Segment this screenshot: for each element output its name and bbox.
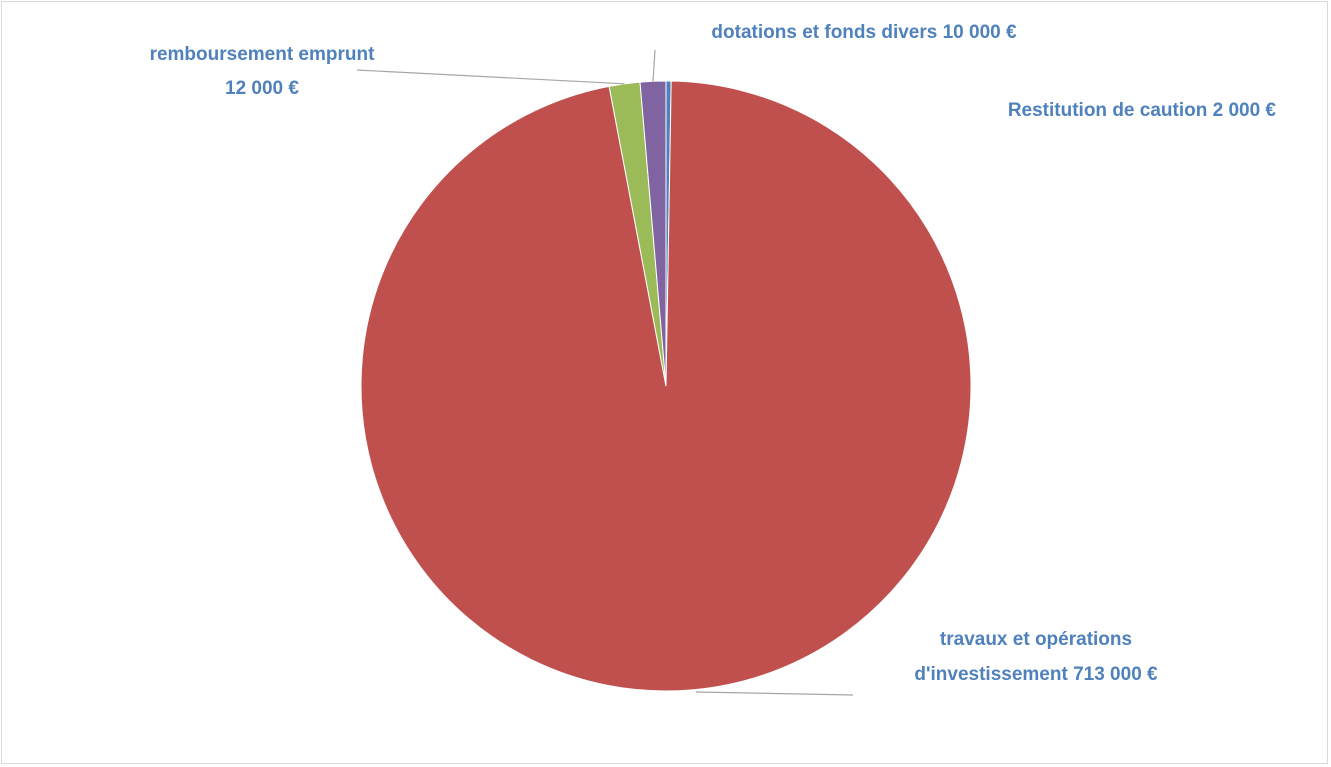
leader-line-remboursement <box>356 69 625 85</box>
label-travaux-line2: d'investissement 713 000 € <box>914 664 1158 685</box>
leader-line-travaux <box>695 691 854 696</box>
label-travaux-line1: travaux et opérations <box>940 629 1132 650</box>
leader-line-dotations <box>652 49 656 82</box>
leader-lines <box>356 49 854 696</box>
label-dotations: dotations et fonds divers 10 000 € <box>711 22 1017 43</box>
label-remboursement-line2: 12 000 € <box>225 78 299 99</box>
pie-slices <box>360 80 972 692</box>
label-remboursement-line1: remboursement emprunt <box>150 44 376 65</box>
label-restitution: Restitution de caution 2 000 € <box>1008 100 1277 121</box>
